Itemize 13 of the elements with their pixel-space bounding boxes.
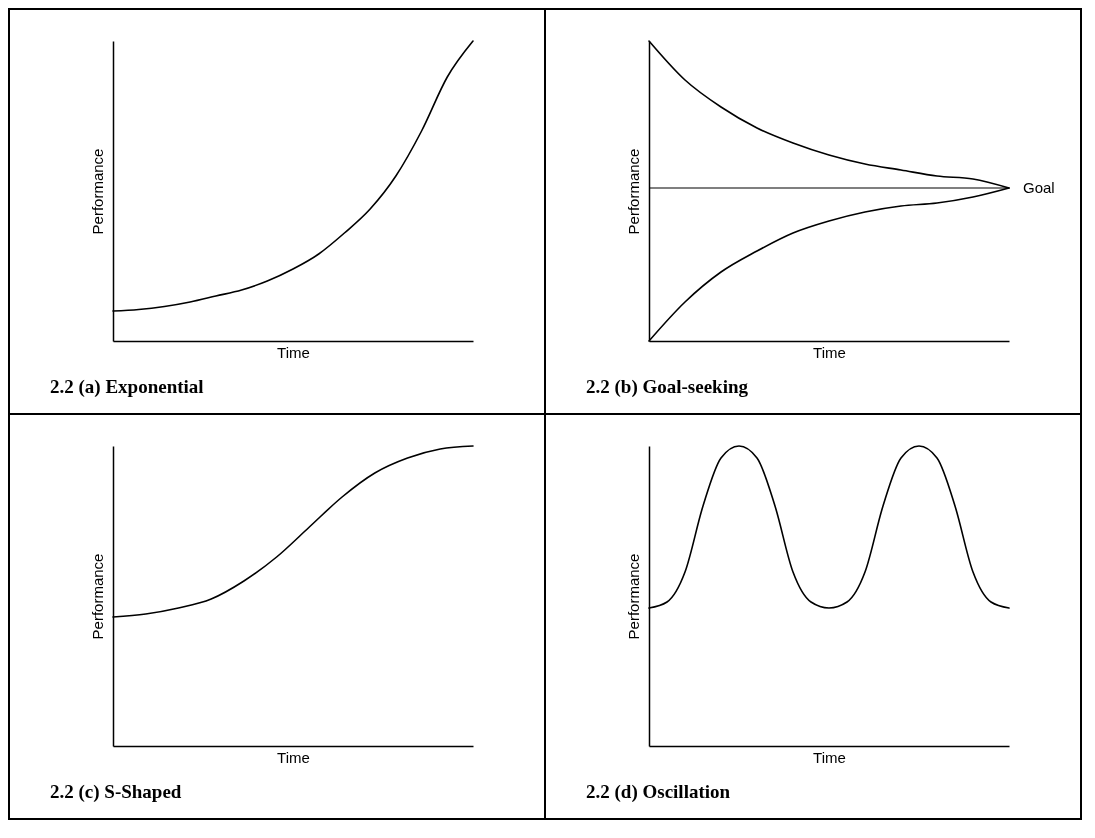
x-axis-title: Time <box>813 343 846 361</box>
y-axis-title: Performance <box>88 148 106 235</box>
y-axis-title: Performance <box>88 553 106 640</box>
y-axis-title: Performance <box>624 148 642 235</box>
x-axis-title: Time <box>277 343 310 361</box>
text: 2.2 (a) Exponential <box>50 376 204 398</box>
x-axis-title: Time <box>813 748 846 766</box>
y-axis-title: Performance <box>624 553 642 640</box>
text: 2.2 (d) Oscillation <box>586 781 731 803</box>
ref-line-label: Goal <box>1023 179 1055 196</box>
x-axis-title: Time <box>277 748 310 766</box>
text: 2.2 (b) Goal-seeking <box>586 376 749 398</box>
text: 2.2 (c) S-Shaped <box>50 781 182 803</box>
